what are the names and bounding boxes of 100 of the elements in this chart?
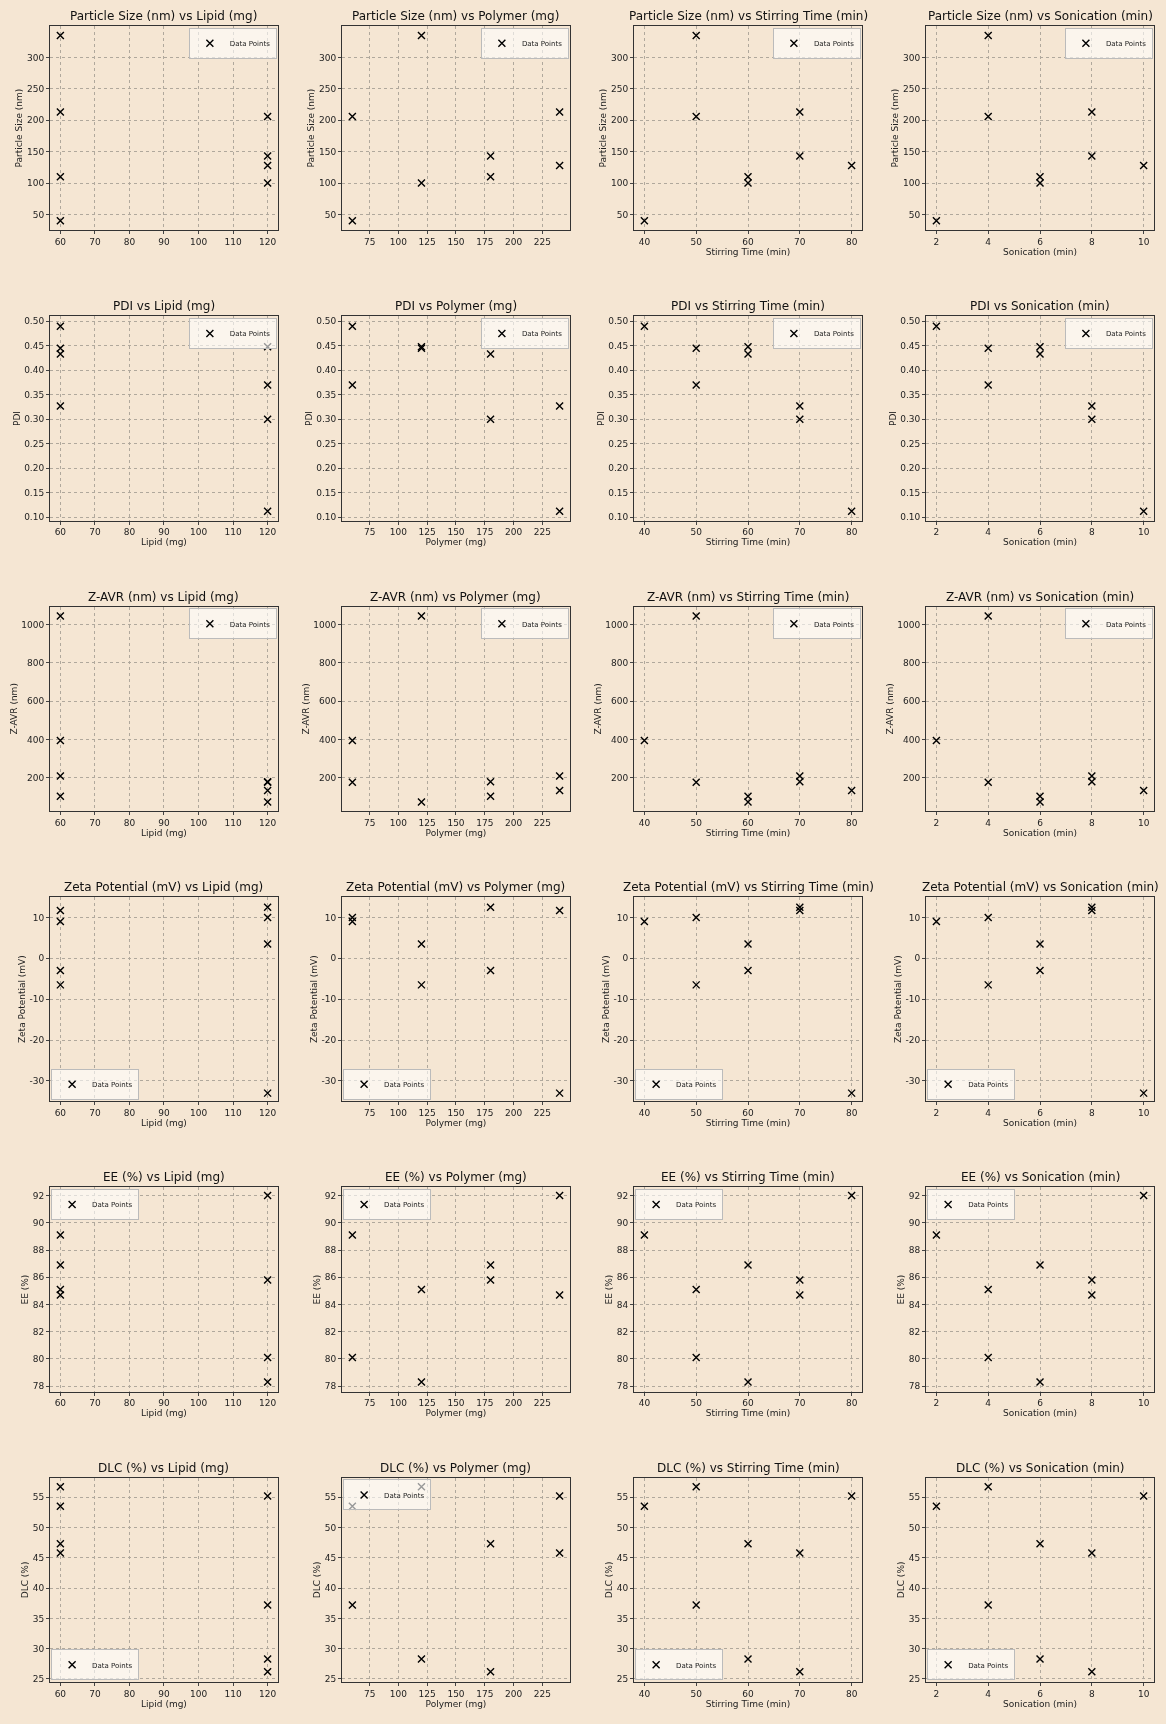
y-tick-label: 82 [324,1326,337,1337]
y-tick-label: 200 [903,115,921,126]
point [56,31,65,40]
point [984,611,993,621]
point [1087,777,1097,786]
x-tick-label: 175 [476,527,494,538]
point [263,1088,272,1098]
y-tick-label: 25 [324,1674,337,1685]
y-tick-label: 92 [616,1190,629,1201]
point [795,1667,805,1676]
point [56,771,65,781]
y-tick-label: 300 [903,52,921,63]
point [263,1275,272,1285]
x-tick-label: 10 [1137,1688,1150,1699]
point [692,1482,701,1492]
x-tick-label: 75 [363,817,376,828]
x-tick-label: 80 [845,1108,858,1119]
y-tick-label: 600 [903,696,921,707]
y-tick-label: 50 [908,1522,921,1533]
point [795,906,805,915]
x-tick-label: 40 [638,237,651,248]
y-axis-title: EE (%) [896,1274,907,1305]
y-tick-label: 400 [27,734,45,745]
point [795,777,805,786]
point [263,797,272,807]
x-tick-label: 2 [933,237,940,248]
chart-title: Z-AVR (nm) vs Polymer (mg) [370,590,541,604]
chart-title: PDI vs Polymer (mg) [395,299,518,313]
point [1035,172,1045,182]
y-tick-label: 90 [616,1217,629,1228]
point [348,917,357,926]
chart-title: DLC (%) vs Lipid (mg) [98,1461,229,1475]
y-axis-title: Particle Size (nm) [14,88,25,168]
point [56,1482,65,1492]
x-tick-label: 225 [533,1398,551,1409]
y-tick-label: 84 [616,1299,629,1310]
x-tick-label: 110 [224,527,242,538]
y-tick-label: 0.25 [608,438,629,449]
point [56,107,65,117]
x-tick-label: 225 [533,817,551,828]
chart-title: DLC (%) vs Sonication (min) [956,1461,1125,1475]
x-axis-title: Lipid (mg) [141,1118,187,1129]
y-tick-label: -30 [905,1076,921,1087]
x-tick-label: 200 [504,237,523,248]
x-tick-label: 60 [742,817,755,828]
point [56,216,65,226]
y-tick-label: 0.20 [608,463,629,474]
point [348,777,357,787]
y-tick-label: 300 [27,52,45,63]
chart-title: Particle Size (nm) vs Stirring Time (min) [629,9,869,23]
chart-title: Particle Size (nm) vs Lipid (mg) [70,9,258,23]
point [555,771,564,781]
x-tick-label: 150 [447,1688,465,1699]
y-tick-label: 0.25 [900,438,921,449]
y-tick-label: 1000 [605,619,629,630]
y-tick-label: -10 [905,994,921,1005]
y-tick-label: 0.45 [316,340,337,351]
y-tick-label: -20 [29,1035,45,1046]
x-tick-label: 120 [259,237,277,248]
x-tick-label: 50 [690,237,703,248]
y-tick-label: -20 [613,1035,629,1046]
chart-title: Z-AVR (nm) vs Stirring Time (min) [647,590,850,604]
point [348,1230,357,1240]
y-tick-label: 300 [611,52,629,63]
x-tick-label: 6 [1037,237,1044,248]
point [56,980,65,990]
y-tick-label: 55 [324,1492,337,1503]
y-tick-label: 88 [908,1245,921,1256]
chart-title: EE (%) vs Sonication (min) [961,1170,1121,1184]
y-axis-title: Zeta Potential (mV) [600,955,611,1044]
y-tick-label: 92 [324,1190,337,1201]
y-tick-label: 0.35 [316,389,337,400]
y-tick-label: 90 [324,1217,337,1228]
y-tick-label: 0.50 [900,316,921,327]
y-tick-label: -10 [321,994,337,1005]
x-tick-label: 90 [158,237,170,248]
y-tick-label: 100 [611,178,629,189]
point [486,777,495,786]
point [743,1539,753,1549]
y-tick-label: 86 [32,1272,45,1283]
y-tick-label: -30 [29,1076,45,1087]
y-tick-label: 82 [32,1326,45,1337]
y-tick-label: 150 [903,146,921,157]
y-tick-label: 600 [27,696,45,707]
y-tick-label: 10 [324,912,337,923]
point [692,112,701,121]
point [743,966,753,975]
y-tick-label: 90 [908,1217,921,1228]
chart-title: Zeta Potential (mV) vs Sonication (min) [922,880,1159,894]
y-tick-label: 40 [32,1583,45,1594]
point [56,321,65,331]
point [417,31,426,40]
x-tick-label: 60 [54,237,67,248]
x-tick-label: 6 [1037,1398,1044,1409]
point [263,151,272,161]
point [263,507,272,516]
point [1035,966,1045,975]
y-tick-label: 250 [319,83,337,94]
x-axis-title: Sonication (min) [1003,1118,1077,1129]
point [640,917,649,926]
